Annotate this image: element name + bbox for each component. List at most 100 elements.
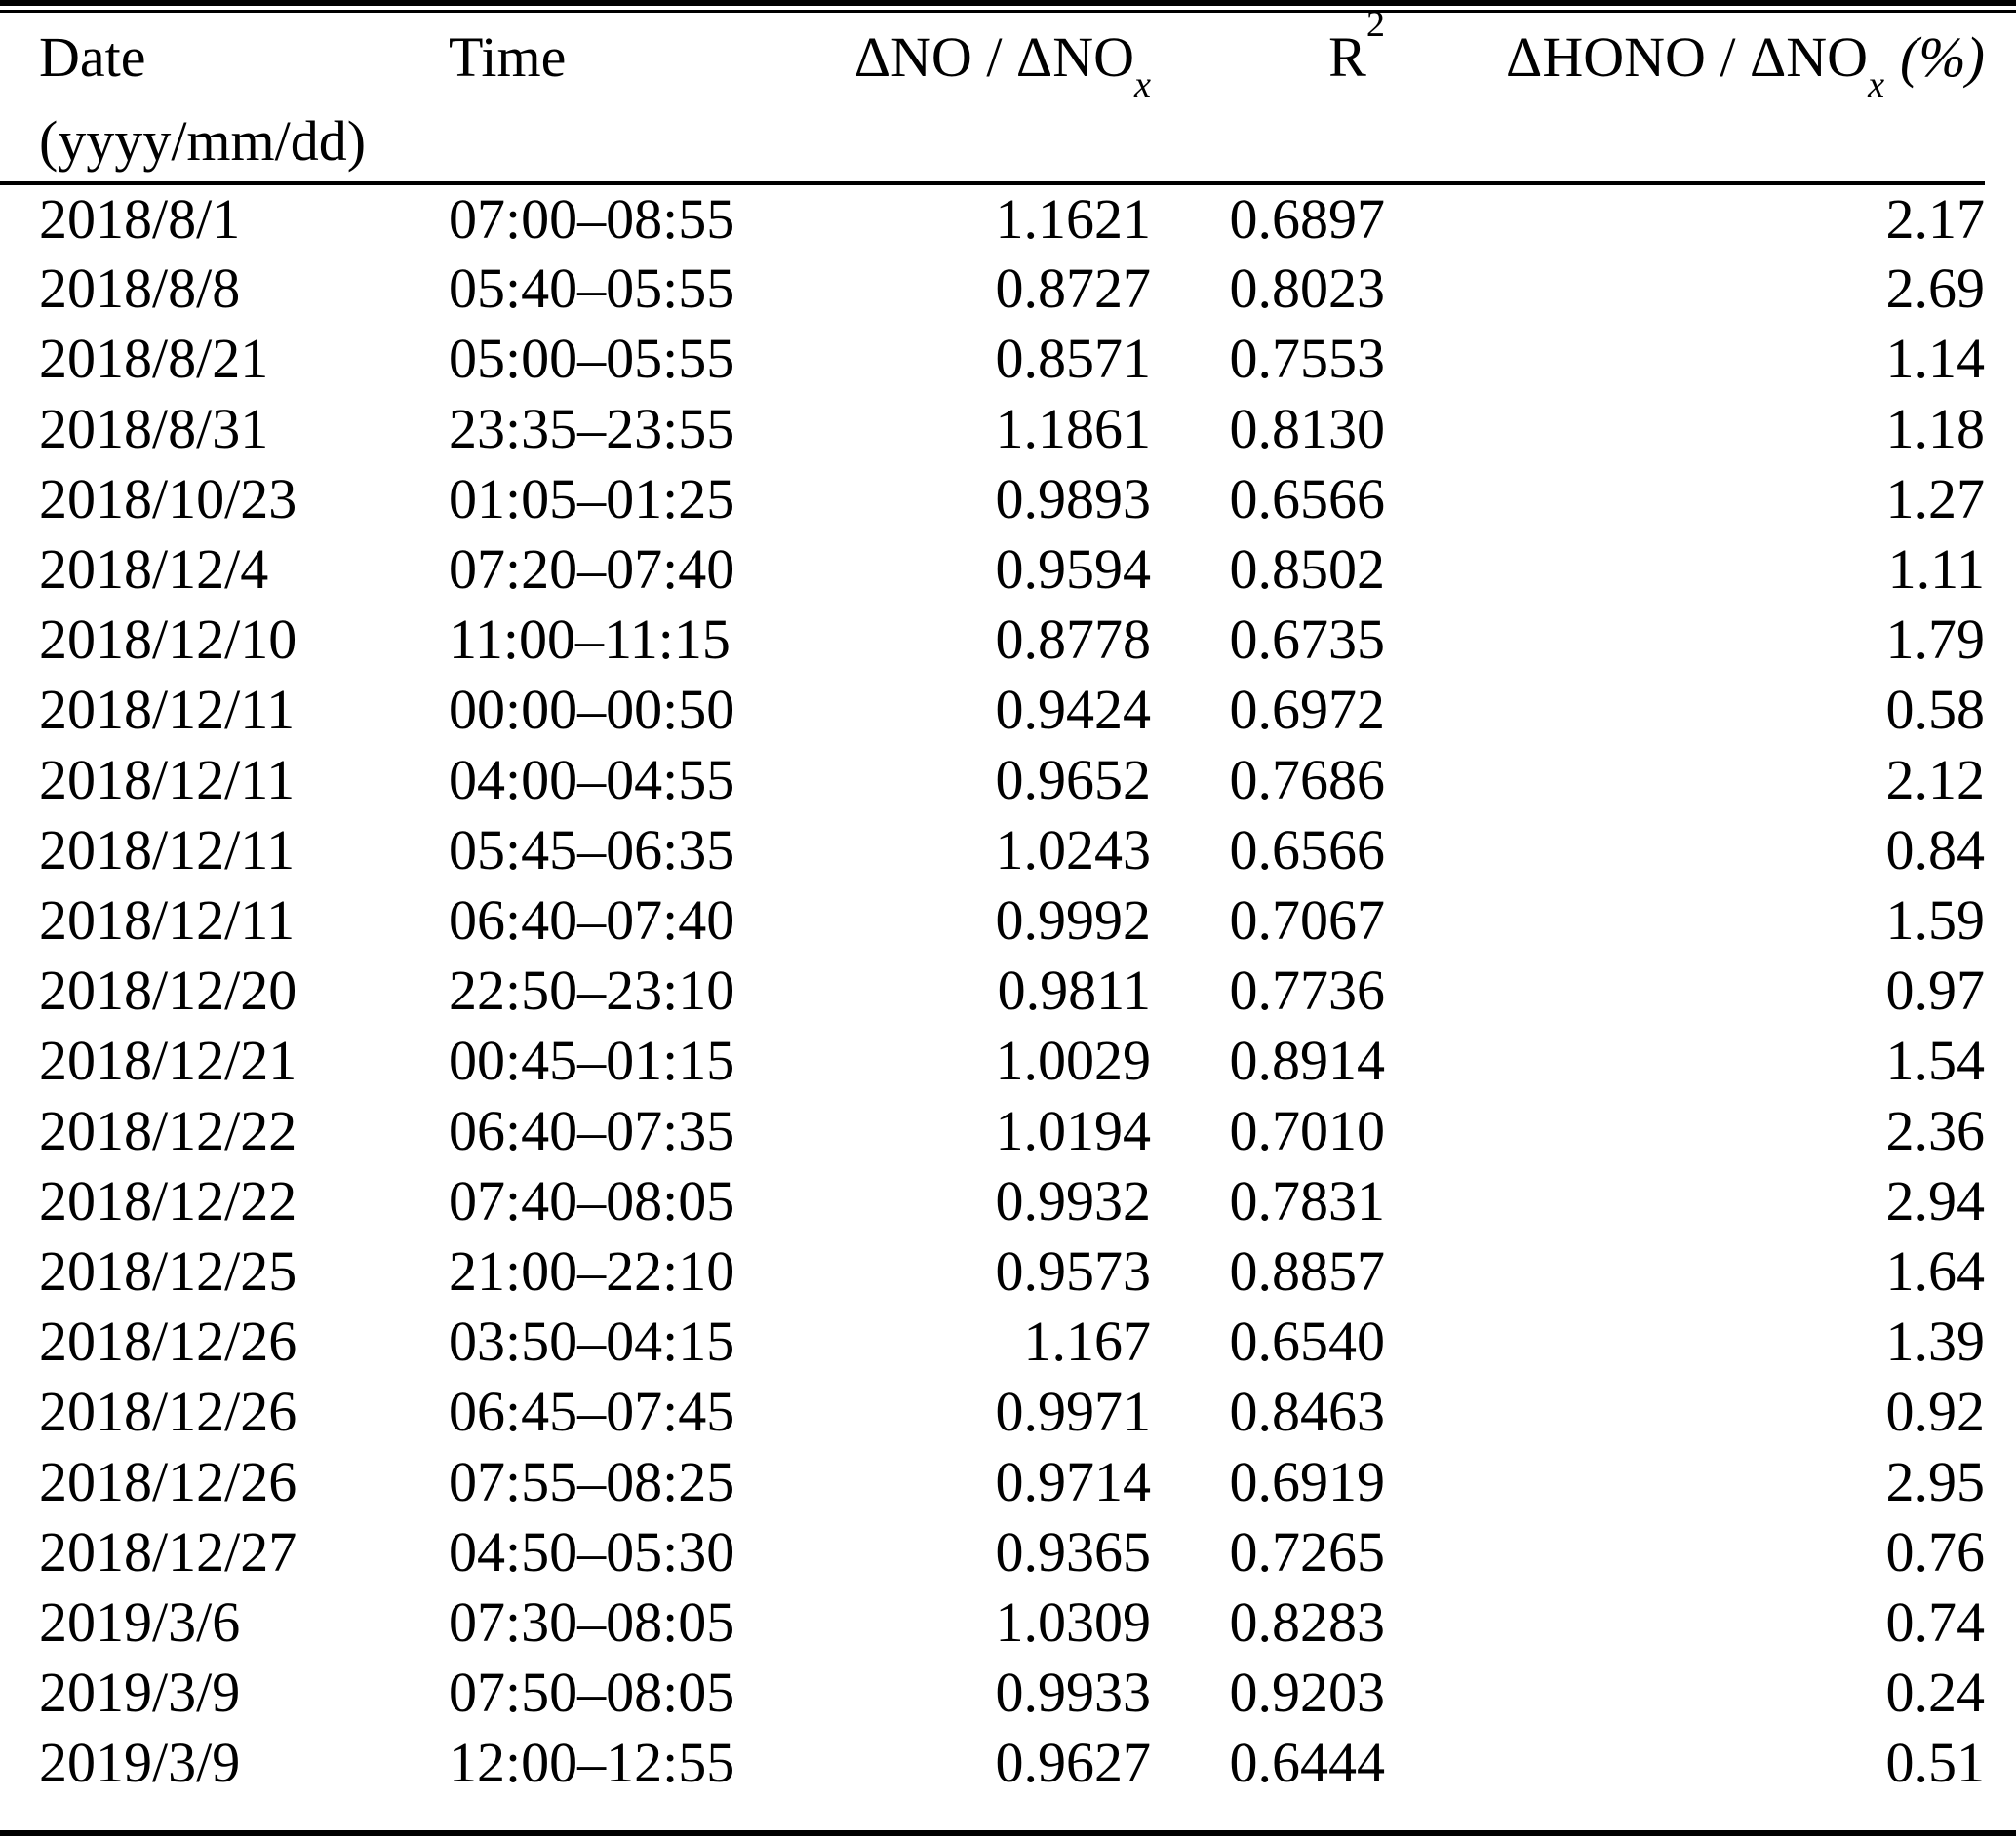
header-date: Date	[0, 14, 449, 101]
r-squared-cell: 0.6566	[1229, 818, 1386, 881]
top-rule-thick	[0, 0, 2016, 6]
table-row: 2018/12/22 06:40–07:35 1.0194 0.7010 2.36	[0, 1096, 1985, 1166]
header-dno-dnox-subscript: x	[1134, 64, 1151, 105]
r-squared-cell: 0.7010	[1229, 1099, 1386, 1162]
time-cell: 05:40–05:55	[449, 256, 735, 320]
time-cell: 07:50–08:05	[449, 1661, 735, 1724]
header-percent-unit: (%)	[1900, 25, 1985, 89]
table-row: 2018/12/11 06:40–07:40 0.9992 0.7067 1.59	[0, 885, 1985, 956]
dhono-dnox-cell: 1.54	[1885, 1029, 1986, 1092]
r-squared-cell: 0.7553	[1229, 327, 1386, 390]
time-cell: 22:50–23:10	[449, 959, 735, 1022]
table-row: 2018/8/21 05:00–05:55 0.8571 0.7553 1.14	[0, 324, 1985, 394]
r-squared-cell: 0.6444	[1229, 1731, 1386, 1794]
date-cell: 2018/12/25	[39, 1239, 297, 1303]
date-cell: 2018/12/4	[39, 537, 269, 601]
dno-dnox-cell: 0.9627	[995, 1731, 1152, 1794]
dhono-dnox-cell: 0.51	[1885, 1731, 1986, 1794]
table-row: 2019/3/6 07:30–08:05 1.0309 0.8283 0.74	[0, 1587, 1985, 1658]
time-cell: 23:35–23:55	[449, 397, 735, 460]
date-cell: 2018/12/21	[39, 1029, 297, 1092]
dno-dnox-cell: 0.9971	[995, 1380, 1152, 1443]
dno-dnox-cell: 1.0194	[995, 1099, 1152, 1162]
table-row: 2018/12/11 05:45–06:35 1.0243 0.6566 0.84	[0, 815, 1985, 885]
r-squared-cell: 0.6540	[1229, 1310, 1386, 1373]
table-row: 2018/8/31 23:35–23:55 1.1861 0.8130 1.18	[0, 394, 1985, 464]
dhono-dnox-cell: 2.95	[1885, 1450, 1986, 1513]
table-row: 2018/12/22 07:40–08:05 0.9932 0.7831 2.94	[0, 1166, 1985, 1236]
dhono-dnox-cell: 0.84	[1885, 818, 1986, 881]
table-row: 2018/8/8 05:40–05:55 0.8727 0.8023 2.69	[0, 254, 1985, 324]
date-cell: 2018/8/21	[39, 327, 269, 390]
r-squared-cell: 0.9203	[1229, 1661, 1386, 1724]
date-cell: 2018/12/22	[39, 1099, 297, 1162]
date-cell: 2018/12/27	[39, 1520, 297, 1584]
dno-dnox-cell: 0.8778	[995, 607, 1152, 671]
dhono-dnox-cell: 1.64	[1885, 1239, 1986, 1303]
date-cell: 2018/8/31	[39, 397, 269, 460]
time-cell: 00:45–01:15	[449, 1029, 735, 1092]
dhono-dnox-cell: 2.17	[1885, 187, 1986, 251]
dhono-dnox-cell: 0.58	[1885, 678, 1986, 741]
dno-dnox-cell: 1.1621	[995, 187, 1152, 251]
measurement-table: Date Time ΔNO / ΔNOx R2 ΔHONO / ΔNOx (%) …	[0, 5, 1986, 1798]
header-dhono-dnox-label: ΔHONO / ΔNO	[1506, 25, 1869, 89]
dno-dnox-cell: 0.9893	[995, 467, 1152, 530]
date-cell: 2018/8/1	[39, 187, 241, 251]
dno-dnox-cell: 0.8727	[995, 256, 1152, 320]
dhono-dnox-cell: 1.39	[1885, 1310, 1986, 1373]
table-row: 2019/3/9 12:00–12:55 0.9627 0.6444 0.51	[0, 1728, 1985, 1798]
time-cell: 12:00–12:55	[449, 1731, 735, 1794]
dno-dnox-cell: 0.9594	[995, 537, 1152, 601]
dhono-dnox-cell: 1.14	[1885, 327, 1986, 390]
table-header: Date Time ΔNO / ΔNOx R2 ΔHONO / ΔNOx (%) …	[0, 5, 1985, 183]
table-row: 2018/10/23 01:05–01:25 0.9893 0.6566 1.27	[0, 464, 1985, 534]
time-cell: 00:00–00:50	[449, 678, 735, 741]
time-cell: 06:40–07:40	[449, 888, 735, 952]
dhono-dnox-cell: 1.27	[1885, 467, 1986, 530]
dhono-dnox-cell: 0.97	[1885, 959, 1986, 1022]
time-cell: 05:00–05:55	[449, 327, 735, 390]
header-row-2: (yyyy/mm/dd)	[0, 101, 1985, 183]
dno-dnox-cell: 0.9811	[997, 959, 1151, 1022]
time-cell: 06:40–07:35	[449, 1099, 735, 1162]
dhono-dnox-cell: 2.36	[1885, 1099, 1986, 1162]
date-cell: 2018/12/10	[39, 607, 297, 671]
time-cell: 04:00–04:55	[449, 748, 735, 811]
header-dno-dnox: ΔNO / ΔNOx	[771, 14, 1151, 104]
r-squared-cell: 0.8502	[1229, 537, 1386, 601]
date-cell: 2018/12/11	[39, 888, 296, 952]
table-row: 2018/12/26 06:45–07:45 0.9971 0.8463 0.92	[0, 1377, 1985, 1447]
table-row: 2018/8/1 07:00–08:55 1.1621 0.6897 2.17	[0, 183, 1985, 254]
dhono-dnox-cell: 2.69	[1885, 256, 1986, 320]
r-squared-cell: 0.8857	[1229, 1239, 1386, 1303]
bottom-rule	[0, 1830, 2016, 1836]
table-row: 2018/12/27 04:50–05:30 0.9365 0.7265 0.76	[0, 1517, 1985, 1587]
header-r-label: R	[1328, 25, 1366, 89]
dno-dnox-cell: 0.9573	[995, 1239, 1152, 1303]
time-cell: 01:05–01:25	[449, 467, 735, 530]
dno-dnox-cell: 0.9652	[995, 748, 1152, 811]
r-squared-cell: 0.6735	[1229, 607, 1386, 671]
table-row: 2018/12/26 03:50–04:15 1.167 0.6540 1.39	[0, 1307, 1985, 1377]
dhono-dnox-cell: 0.24	[1885, 1661, 1986, 1724]
r-squared-cell: 0.7265	[1229, 1520, 1386, 1584]
r-squared-cell: 0.6897	[1229, 187, 1386, 251]
date-cell: 2018/10/23	[39, 467, 297, 530]
table-row: 2018/12/11 04:00–04:55 0.9652 0.7686 2.12	[0, 745, 1985, 815]
header-row-1: Date Time ΔNO / ΔNOx R2 ΔHONO / ΔNOx (%)	[0, 5, 1985, 104]
time-cell: 11:00–11:15	[449, 607, 731, 671]
time-cell: 03:50–04:15	[449, 1310, 735, 1373]
date-cell: 2019/3/9	[39, 1661, 241, 1724]
r-squared-cell: 0.8023	[1229, 256, 1386, 320]
dno-dnox-cell: 1.167	[1023, 1310, 1152, 1373]
time-cell: 07:20–07:40	[449, 537, 735, 601]
date-cell: 2018/12/26	[39, 1450, 297, 1513]
date-cell: 2018/12/20	[39, 959, 297, 1022]
dno-dnox-cell: 0.9714	[995, 1450, 1152, 1513]
time-cell: 21:00–22:10	[449, 1239, 735, 1303]
r-squared-cell: 0.7067	[1229, 888, 1386, 952]
dhono-dnox-cell: 2.94	[1885, 1169, 1986, 1233]
header-r-exponent: 2	[1365, 3, 1385, 45]
